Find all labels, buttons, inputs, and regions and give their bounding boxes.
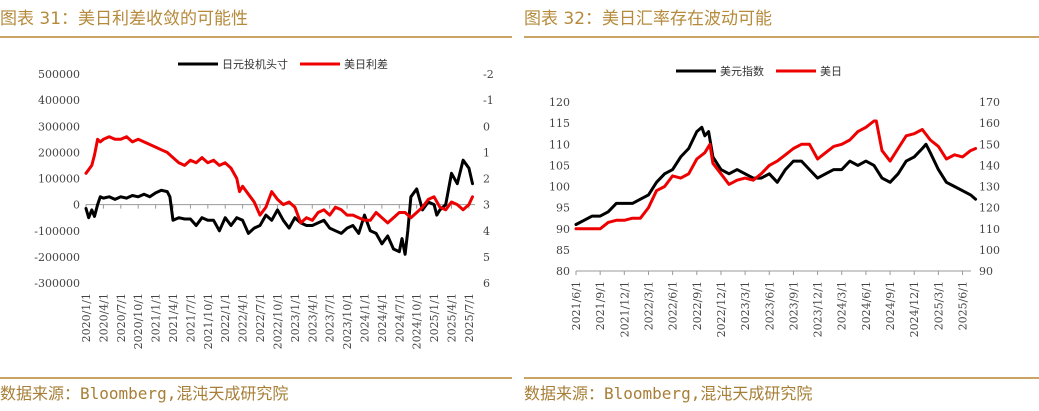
y-left-tick-label: 400000 xyxy=(38,94,80,107)
x-tick-label: 2025/7/1 xyxy=(463,293,476,342)
title-divider xyxy=(524,36,1039,38)
y-left-tick-label: 95 xyxy=(556,202,570,215)
y-left-tick-label: 80 xyxy=(556,265,570,278)
y-left-tick-label: 110 xyxy=(549,138,570,151)
y-right-tick-label: 150 xyxy=(979,138,1000,151)
legend-label-1: 美元指数 xyxy=(720,64,764,78)
line-chart-left: 500000 400000 300000 200000 100000 0 -100000 -2… xyxy=(34,57,494,349)
x-tick-label: 2022/12/1 xyxy=(715,281,728,337)
x-tick-label: 2024/1/1 xyxy=(358,293,371,342)
x-tick-label: 2021/10/1 xyxy=(202,293,215,349)
y-right-tick-label: 0 xyxy=(483,120,490,133)
y-left-tick-label: 0 xyxy=(73,199,80,212)
title-divider xyxy=(0,36,512,38)
y-right-tick-label: 140 xyxy=(979,159,1000,172)
x-tick-label: 2024/3/1 xyxy=(836,281,849,330)
y-right-tick-label: 5 xyxy=(483,251,490,264)
source-divider xyxy=(0,377,512,379)
series-line-2 xyxy=(84,135,474,225)
y-right-tick-label: -2 xyxy=(483,68,494,81)
x-tick-label: 2021/9/1 xyxy=(594,281,607,330)
legend-label-2: 美日利差 xyxy=(344,57,388,71)
x-tick-label: 2021/1/1 xyxy=(150,293,163,342)
y-left-tick-label: 85 xyxy=(556,244,570,257)
x-tick-label: 2020/10/1 xyxy=(132,293,145,349)
y-left-tick-label: 120 xyxy=(549,96,570,109)
source-note: 数据来源：Bloomberg,混沌天成研究院 xyxy=(524,384,813,403)
x-tick-label: 2022/3/1 xyxy=(642,281,655,330)
x-tick-label: 2022/9/1 xyxy=(691,281,704,330)
chart-title: 图表 31：美日利差收敛的可能性 xyxy=(0,9,249,29)
chart-title: 图表 32：美日汇率存在波动可能 xyxy=(524,9,773,29)
y-right-tick-label: 170 xyxy=(979,96,1000,109)
y-right-tick-label: -1 xyxy=(483,94,494,107)
x-tick-label: 2023/6/1 xyxy=(763,281,776,330)
y-left-tick-label: 100000 xyxy=(38,173,80,186)
series-line-1 xyxy=(574,125,978,226)
x-tick-label: 2023/7/1 xyxy=(324,293,337,342)
y-right-tick-label: 130 xyxy=(979,181,1000,194)
x-tick-label: 2022/6/1 xyxy=(667,281,680,330)
x-tick-label: 2024/10/1 xyxy=(411,293,424,349)
x-tick-label: 2024/9/1 xyxy=(884,281,897,330)
y-left-tick-label: -100000 xyxy=(34,225,80,238)
x-tick-label: 2024/6/1 xyxy=(860,281,873,330)
y-right-tick-label: 120 xyxy=(979,202,1000,215)
x-tick-label: 2022/10/1 xyxy=(271,293,284,349)
x-tick-label: 2024/4/1 xyxy=(376,293,389,342)
chart-panel-right: 图表 32：美日汇率存在波动可能 120 115 110 105 100 95 90 85 80… xyxy=(524,0,1039,411)
x-tick-label: 2025/6/1 xyxy=(957,281,970,330)
y-left-tick-label: 500000 xyxy=(38,68,80,81)
x-tick-label: 2023/12/1 xyxy=(812,281,825,337)
chart-panel-left: 图表 31：美日利差收敛的可能性 500000 400000 300000 20000… xyxy=(0,0,512,411)
y-left-tick-label: 115 xyxy=(549,117,570,130)
y-left-tick-label: 200000 xyxy=(38,146,80,159)
x-tick-label: 2022/4/1 xyxy=(237,293,250,342)
legend-label-1: 日元投机头寸 xyxy=(222,57,288,71)
y-right-tick-label: 110 xyxy=(979,223,1000,236)
x-tick-label: 2020/7/1 xyxy=(115,293,128,342)
source-divider xyxy=(524,377,1039,379)
x-tick-label: 2022/7/1 xyxy=(254,293,267,342)
x-tick-label: 2023/9/1 xyxy=(787,281,800,330)
x-tick-label: 2020/4/1 xyxy=(97,293,110,342)
series-line-1 xyxy=(84,158,474,256)
x-tick-label: 2021/7/1 xyxy=(184,293,197,342)
y-left-tick-label: 105 xyxy=(549,159,570,172)
y-right-tick-label: 6 xyxy=(483,277,490,290)
y-left-tick-label: -300000 xyxy=(34,277,80,290)
x-tick-label: 2023/3/1 xyxy=(739,281,752,330)
x-tick-label: 2023/1/1 xyxy=(289,293,302,342)
x-tick-label: 2021/6/1 xyxy=(570,281,583,330)
x-tick-label: 2025/4/1 xyxy=(446,293,459,342)
y-right-tick-label: 1 xyxy=(483,146,490,159)
x-tick-label: 2024/12/1 xyxy=(908,281,921,337)
y-right-tick-label: 2 xyxy=(483,173,490,186)
x-tick-label: 2020/1/1 xyxy=(80,293,93,342)
y-right-tick-label: 100 xyxy=(979,244,1000,257)
x-tick-label: 2022/1/1 xyxy=(219,293,232,342)
y-left-tick-label: 100 xyxy=(549,181,570,194)
source-note: 数据来源：Bloomberg,混沌天成研究院 xyxy=(0,384,289,403)
y-left-tick-label: 300000 xyxy=(38,120,80,133)
y-right-tick-label: 90 xyxy=(979,265,993,278)
x-tick-label: 2023/4/1 xyxy=(306,293,319,342)
y-left-tick-label: 90 xyxy=(556,223,570,236)
y-right-tick-label: 4 xyxy=(483,225,490,238)
y-right-tick-label: 160 xyxy=(979,117,1000,130)
y-right-tick-label: 3 xyxy=(483,199,490,212)
x-tick-label: 2021/4/1 xyxy=(167,293,180,342)
y-left-tick-label: -200000 xyxy=(34,251,80,264)
series-line-2 xyxy=(574,119,978,231)
legend-label-2: 美日 xyxy=(820,65,842,78)
x-tick-label: 2021/12/1 xyxy=(618,281,631,337)
line-chart-right: 120 115 110 105 100 95 90 85 80 170 160 150 140 130 12… xyxy=(549,64,1000,337)
x-tick-label: 2025/1/1 xyxy=(428,293,441,342)
x-tick-label: 2024/7/1 xyxy=(393,293,406,342)
x-tick-label: 2025/3/1 xyxy=(932,281,945,330)
x-tick-label: 2023/10/1 xyxy=(341,293,354,349)
